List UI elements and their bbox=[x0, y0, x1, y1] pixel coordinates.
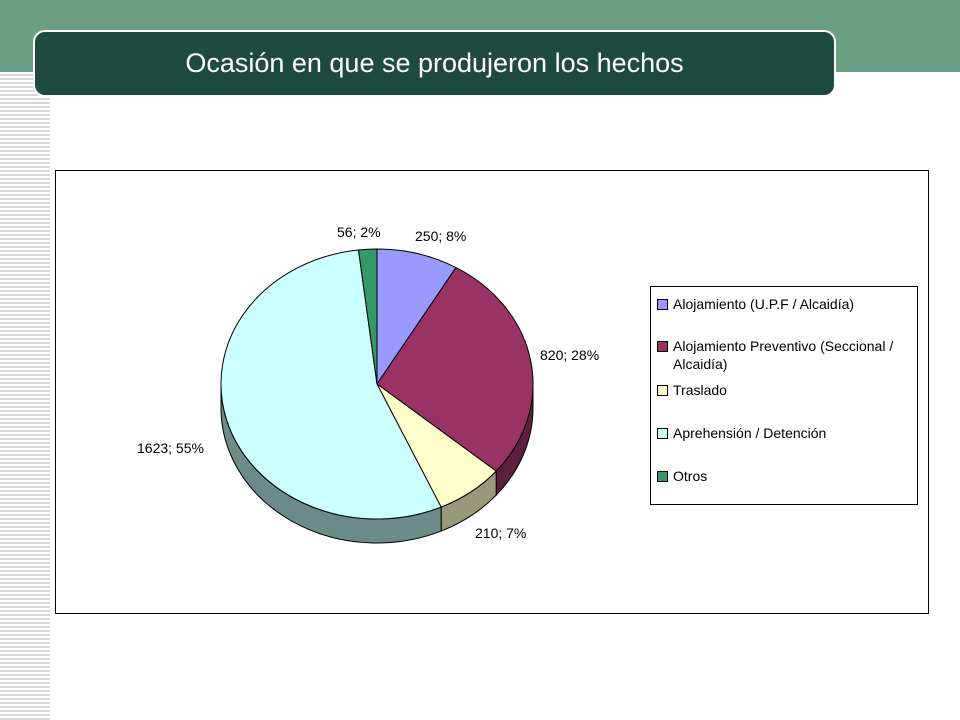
legend-swatch bbox=[657, 471, 668, 482]
legend-swatch bbox=[657, 299, 668, 310]
slice-aprehension bbox=[220, 249, 442, 520]
legend-label: Otros bbox=[673, 468, 708, 484]
slide-title: Ocasión en que se produjeron los hechos bbox=[185, 48, 684, 78]
pie-chart bbox=[220, 248, 534, 544]
slice-alojamiento-preventivo bbox=[376, 266, 534, 472]
legend-label: Aprehensión / Detención bbox=[673, 425, 827, 441]
legend-item: Traslado bbox=[657, 381, 918, 399]
data-label-alojamiento-preventivo: 820; 28% bbox=[540, 347, 600, 363]
slice-otros bbox=[357, 248, 378, 385]
legend-label: Alojamiento Preventivo (Seccional / Alca… bbox=[673, 338, 894, 372]
data-label-aprehension: 1623; 55% bbox=[137, 440, 204, 456]
title-bar: Ocasión en que se produjeron los hechos bbox=[33, 30, 836, 97]
legend-swatch bbox=[657, 341, 668, 352]
legend-swatch bbox=[657, 428, 668, 439]
legend-item: Alojamiento (U.P.F / Alcaidía) bbox=[657, 295, 918, 313]
data-label-alojamiento: 250; 8% bbox=[415, 228, 467, 244]
legend-label: Traslado bbox=[673, 382, 727, 398]
legend-item: Alojamiento Preventivo (Seccional / Alca… bbox=[657, 337, 918, 373]
legend: Alojamiento (U.P.F / Alcaidía) Alojamien… bbox=[650, 286, 918, 505]
data-label-traslado: 210; 7% bbox=[475, 525, 527, 541]
legend-item: Aprehensión / Detención bbox=[657, 424, 918, 442]
left-stripe-decoration bbox=[0, 72, 50, 720]
legend-swatch bbox=[657, 385, 668, 396]
legend-item: Otros bbox=[657, 467, 918, 485]
data-label-otros: 56; 2% bbox=[337, 224, 381, 240]
legend-label: Alojamiento (U.P.F / Alcaidía) bbox=[673, 296, 855, 312]
